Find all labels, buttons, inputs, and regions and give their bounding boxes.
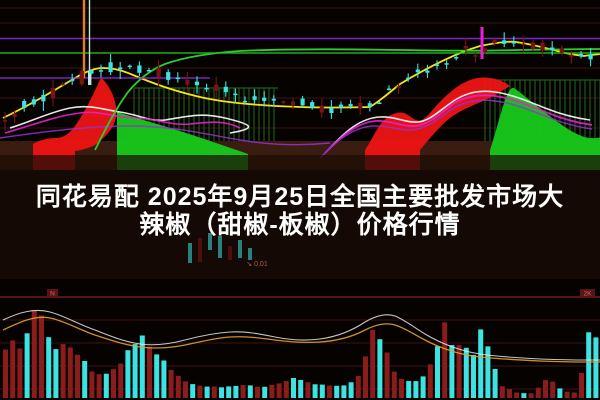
svg-text:2K: 2K	[584, 291, 593, 298]
svg-text:↘ 0.01: ↘ 0.01	[246, 261, 268, 268]
svg-text:N: N	[50, 291, 55, 298]
